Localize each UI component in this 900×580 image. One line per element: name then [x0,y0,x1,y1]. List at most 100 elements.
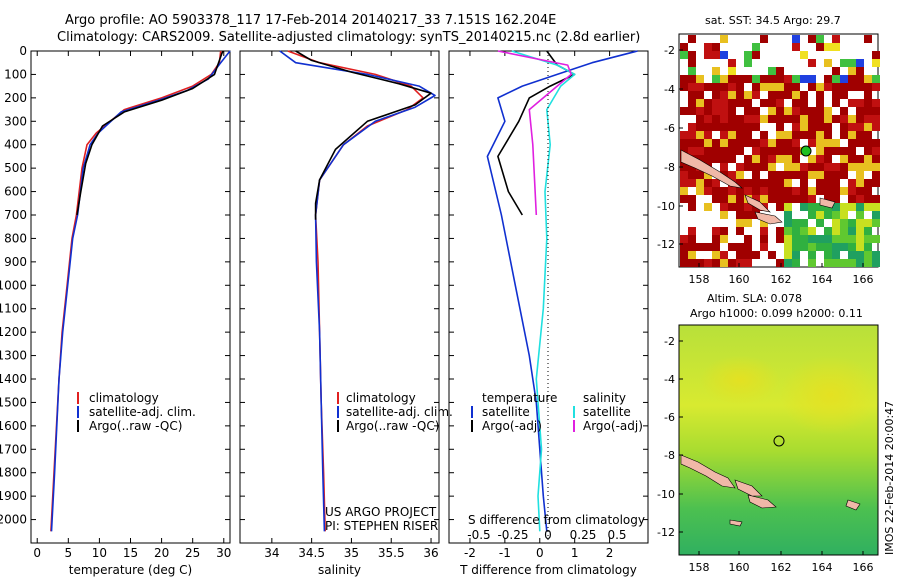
sst-cell [688,259,696,267]
y-tick-label: 1000 [0,278,27,292]
sst-cell [824,155,832,163]
sla-high-patch [700,355,780,405]
sst-cell [688,107,696,115]
sst-cell [768,147,776,155]
sst-cell [872,75,880,83]
sst-cell [872,203,880,211]
sst-cell [840,147,848,155]
sst-cell [688,67,696,75]
sst-cell [728,203,736,211]
sst-cell [760,235,768,243]
sst-cell [712,259,720,267]
sst-cell [856,203,864,211]
map-lon-label: 162 [771,561,792,574]
sst-cell [696,139,704,147]
sst-cell [680,83,688,91]
sst-cell [752,179,760,187]
sst-cell [832,227,840,235]
sst-cell [792,131,800,139]
sst-cell [696,83,704,91]
sst-cell [688,51,696,59]
sst-cell [864,91,872,99]
sst-cell [736,243,744,251]
sst-cell [824,75,832,83]
sst-cell [792,35,800,43]
sst-cell [776,75,784,83]
sst-cell [760,179,768,187]
sst-cell [832,75,840,83]
sst-cell [688,251,696,259]
sst-cell [760,83,768,91]
sst-cell [816,139,824,147]
sst-cell [736,75,744,83]
sst-cell [792,187,800,195]
sst-cell [840,235,848,243]
sst-cell [720,131,728,139]
sst-cell [808,59,816,67]
sst-cell [816,115,824,123]
sst-cell [816,131,824,139]
sst-cell [776,195,784,203]
sst-cell [848,147,856,155]
sst-cell [712,51,720,59]
sst-cell [744,179,752,187]
sst-cell [824,139,832,147]
temperature-legend: climatology satellite-adj. clim. Argo(..… [77,391,196,433]
sst-cell [856,131,864,139]
sst-cell [688,139,696,147]
sst-cell [848,99,856,107]
sst-cell [736,139,744,147]
sst-cell [744,155,752,163]
sst-land [680,149,836,225]
sst-cell [848,243,856,251]
sst-map [678,33,880,268]
sst-cell [856,75,864,83]
sst-cell [784,243,792,251]
sst-cell [736,219,744,227]
sst-cell [776,123,784,131]
project-pi: PI: STEPHEN RISER [325,519,438,533]
sst-cell [784,91,792,99]
x-tick-label: 15 [123,546,138,560]
sst-cell [744,99,752,107]
sst-cell [712,83,720,91]
sst-cell [768,67,776,75]
sst-cell [800,243,808,251]
sst-cell [744,259,752,267]
sst-cell [792,227,800,235]
legend-clim-label: climatology [89,391,159,405]
sst-cell [784,187,792,195]
sst-cell [752,195,760,203]
sst-cell [832,251,840,259]
sst-cell [816,243,824,251]
sst-cell [792,259,800,267]
sst-cell [864,219,872,227]
sst-cell [856,123,864,131]
sst-cell [832,179,840,187]
sst-cell [792,139,800,147]
sst-cell [736,131,744,139]
sst-cell [800,163,808,171]
sst-cell [832,195,840,203]
sst-cell [696,171,704,179]
map-lat-label: -4 [664,373,675,386]
sst-cell [744,91,752,99]
sst-cell [696,99,704,107]
sst-cell [736,227,744,235]
sst-cell [720,115,728,123]
sst-cell [720,251,728,259]
sst-cell [696,259,704,267]
sst-cell [680,235,688,243]
sst-cell [840,243,848,251]
sst-cell [760,147,768,155]
map-lat-label: -2 [664,44,675,57]
sst-cell [816,211,824,219]
sst-cell [776,155,784,163]
y-tick-label: 400 [4,138,27,152]
sst-cell [792,251,800,259]
sst-cell [696,243,704,251]
sst-cell [752,139,760,147]
sst-cell [864,187,872,195]
sst-cell [848,235,856,243]
sst-cell [816,43,824,51]
